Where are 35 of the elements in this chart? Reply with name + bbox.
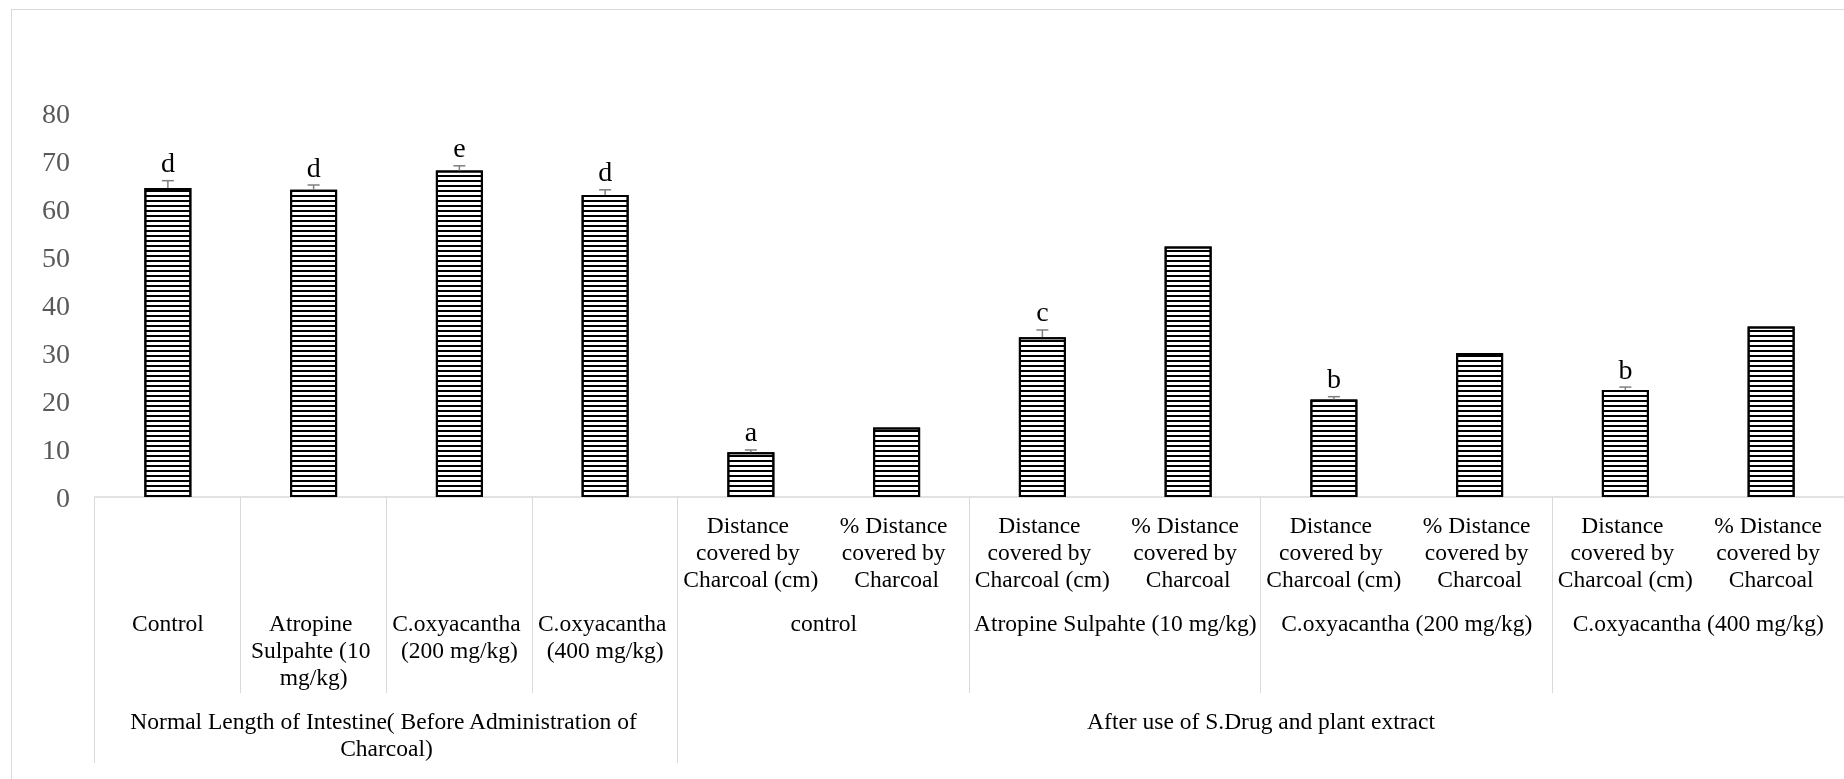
data-label: b <box>1618 353 1633 385</box>
data-label: b <box>1326 363 1341 395</box>
y-tick-label: 30 <box>42 337 70 369</box>
y-tick-label: 40 <box>42 289 70 321</box>
data-label: e <box>453 132 466 164</box>
x-tick-label: Distance covered by Charcoal (cm) <box>974 511 1110 592</box>
text: Normal Length of Intestine( Before Administration of Charcoal) <box>130 708 643 761</box>
data-label: d <box>306 151 321 183</box>
y-tick-label: 60 <box>42 193 70 225</box>
text: Atropine Sulpahte (10 mg/kg) <box>250 610 377 690</box>
text: C.oxyacantha (400 mg/kg) <box>537 610 673 663</box>
x-tick-label: Distance covered by Charcoal (cm) <box>683 511 819 592</box>
y-tick-label: 80 <box>42 97 70 129</box>
y-tick-label: 10 <box>42 433 70 465</box>
x-tick-label: Distance covered by Charcoal (cm) <box>1266 511 1402 592</box>
text: Control <box>131 610 205 636</box>
text: C.oxyacantha (200 mg/kg) <box>392 610 527 663</box>
x-tick-label: % Distance covered by Charcoal <box>1714 511 1828 592</box>
text: Atropine Sulpahte (10 mg/kg) <box>973 610 1257 636</box>
y-tick-label: 20 <box>42 385 70 417</box>
text: After use of S.Drug and plant extract <box>1087 708 1436 734</box>
text: C.oxyacantha (400 mg/kg) <box>1572 610 1824 636</box>
y-tick-label: 50 <box>42 241 70 273</box>
x-tick-label: Distance covered by Charcoal (cm) <box>1557 511 1693 592</box>
data-label: c <box>1036 296 1049 328</box>
x-tick-label: % Distance covered by Charcoal <box>1422 511 1537 592</box>
y-tick-label: 70 <box>42 145 70 177</box>
text: C.oxyacantha (200 mg/kg) <box>1281 610 1533 636</box>
data-label: a <box>744 416 758 448</box>
x-tick-label: % Distance covered by Charcoal <box>839 511 954 592</box>
text: control <box>790 610 858 636</box>
data-label: d <box>598 156 613 188</box>
y-tick-label: 0 <box>56 481 70 513</box>
x-tick-label: % Distance covered by Charcoal <box>1131 511 1245 592</box>
data-label: d <box>160 147 175 179</box>
